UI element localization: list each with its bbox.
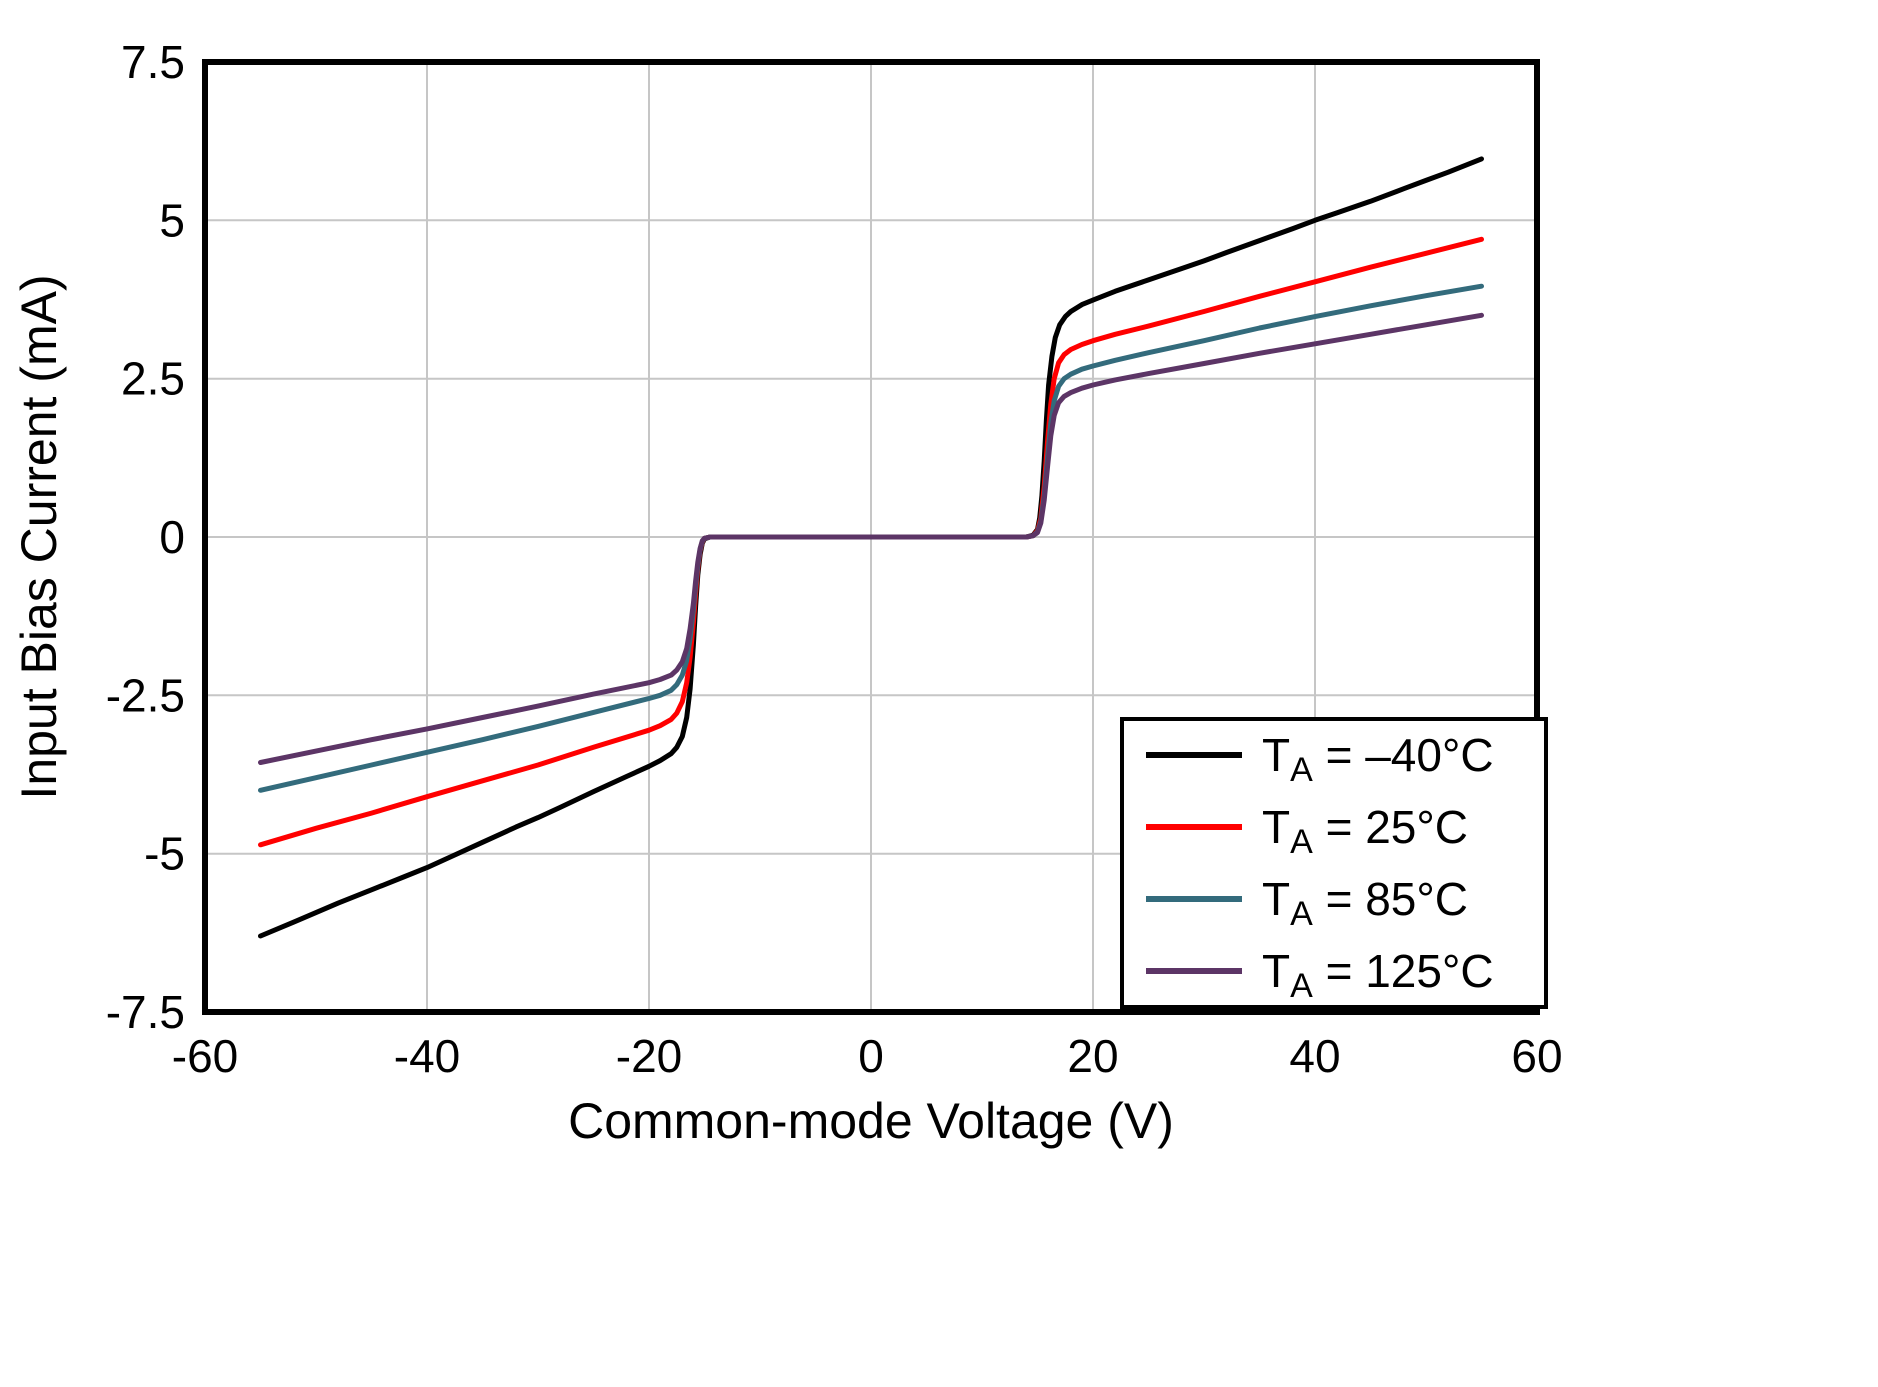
legend: TA = –40°C TA = 25°C TA = 85°C TA = 125°C — [1120, 717, 1548, 1009]
x-tick-labels: -60 -40 -20 0 20 40 60 — [172, 1030, 1563, 1082]
y-tick-label: -7.5 — [106, 986, 185, 1038]
y-tick-label: -5 — [144, 828, 185, 880]
x-tick-label: -40 — [394, 1030, 460, 1082]
x-tick-label: 40 — [1289, 1030, 1340, 1082]
y-tick-label: 2.5 — [121, 353, 185, 405]
series-line-ta_125 — [258, 312, 1484, 765]
x-tick-label: -60 — [172, 1030, 238, 1082]
legend-item-ta_25: TA = 25°C — [1146, 801, 1468, 861]
y-axis-label: Input Bias Current (mA) — [11, 274, 67, 799]
legend-box — [1120, 717, 1548, 1009]
series-lines — [258, 156, 1484, 939]
x-tick-label: 20 — [1067, 1030, 1118, 1082]
y-tick-label: 7.5 — [121, 36, 185, 88]
y-tick-labels: -7.5 -5 -2.5 0 2.5 5 7.5 — [106, 36, 185, 1038]
legend-label-ta_minus40: TA = –40°C — [1262, 729, 1494, 789]
plot-border — [202, 59, 1540, 1015]
y-tick-label: 0 — [159, 511, 185, 563]
y-tick-label: -2.5 — [106, 669, 185, 721]
x-tick-label: 60 — [1511, 1030, 1562, 1082]
y-tick-label: 5 — [159, 194, 185, 246]
legend-item-ta_minus40: TA = –40°C — [1146, 729, 1494, 789]
legend-label-ta_25: TA = 25°C — [1262, 801, 1468, 861]
x-tick-label: -20 — [616, 1030, 682, 1082]
legend-label-ta_125: TA = 125°C — [1262, 945, 1494, 1005]
legend-label-ta_85: TA = 85°C — [1262, 873, 1468, 933]
x-tick-label: 0 — [858, 1030, 884, 1082]
x-axis-label: Common-mode Voltage (V) — [568, 1093, 1174, 1149]
legend-item-ta_85: TA = 85°C — [1146, 873, 1468, 933]
legend-item-ta_125: TA = 125°C — [1146, 945, 1494, 1005]
